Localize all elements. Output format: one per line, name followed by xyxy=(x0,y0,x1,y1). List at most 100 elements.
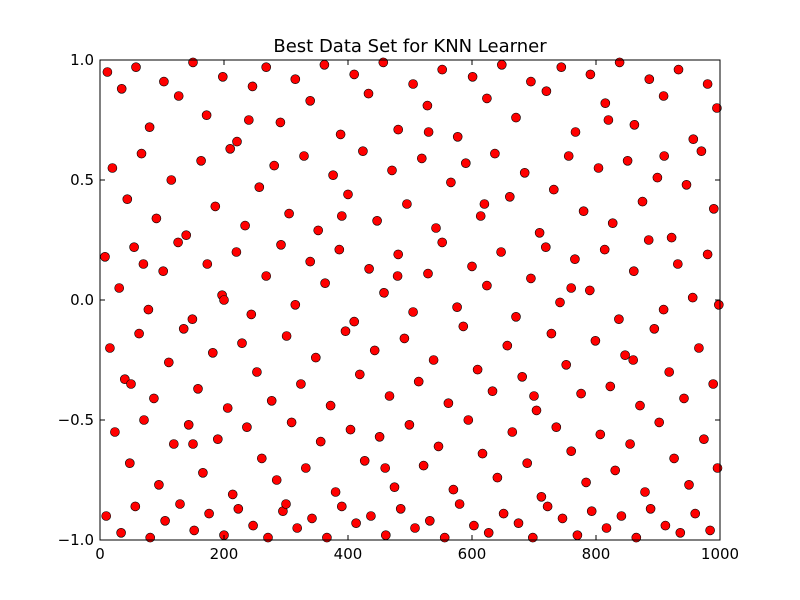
data-point xyxy=(513,518,524,529)
data-point xyxy=(599,244,610,255)
data-point xyxy=(570,127,581,137)
data-point xyxy=(713,299,724,310)
y-tick-label: −0.5 xyxy=(58,411,94,429)
data-point xyxy=(467,72,478,82)
data-point xyxy=(590,335,601,346)
data-point xyxy=(136,148,147,159)
data-point xyxy=(482,280,492,291)
data-point xyxy=(256,453,267,464)
data-point xyxy=(452,132,463,142)
data-point xyxy=(563,151,574,161)
data-point xyxy=(359,455,370,466)
data-point xyxy=(649,323,660,334)
x-tick-label: 200 xyxy=(210,545,239,563)
data-point xyxy=(154,479,164,490)
data-point xyxy=(126,379,136,389)
plot-area-frame xyxy=(99,59,721,541)
data-point xyxy=(292,523,303,533)
data-point xyxy=(687,292,698,303)
data-point xyxy=(340,326,351,337)
data-point xyxy=(439,532,450,543)
axis-ticks: 0 200 400 600 800 1000 −1.0 −0.5 0.0 0.5 1.0 xyxy=(58,51,740,563)
data-points xyxy=(100,57,724,543)
data-point xyxy=(578,206,589,216)
data-point xyxy=(699,434,709,445)
data-point xyxy=(637,196,648,207)
data-point xyxy=(423,127,434,137)
data-point xyxy=(271,475,282,485)
data-point xyxy=(261,271,272,281)
data-point xyxy=(498,508,509,519)
data-point xyxy=(616,511,627,521)
data-point xyxy=(252,367,262,377)
data-point xyxy=(363,88,374,99)
x-tick-label: 600 xyxy=(458,545,487,563)
data-point xyxy=(526,273,536,284)
data-point xyxy=(151,213,162,224)
data-point xyxy=(424,515,435,526)
x-tick-label: 400 xyxy=(334,545,363,563)
data-point xyxy=(548,184,559,195)
data-point xyxy=(139,415,149,425)
data-point xyxy=(467,261,477,272)
data-point xyxy=(144,122,155,132)
data-point xyxy=(422,100,433,111)
data-point xyxy=(469,520,479,531)
data-point xyxy=(134,328,144,339)
data-point xyxy=(131,62,141,72)
data-point xyxy=(281,499,291,509)
data-point xyxy=(652,172,663,183)
data-point xyxy=(625,439,635,449)
data-point xyxy=(169,439,179,449)
data-point xyxy=(433,441,444,452)
data-point xyxy=(614,314,624,325)
data-point xyxy=(628,355,639,365)
x-tick-label: 0 xyxy=(95,545,105,563)
data-point xyxy=(551,422,562,433)
data-point xyxy=(431,223,441,233)
data-point xyxy=(472,364,483,375)
data-point xyxy=(116,527,126,538)
data-point xyxy=(105,343,115,353)
data-point xyxy=(418,460,429,471)
data-point xyxy=(454,499,465,509)
data-point xyxy=(529,391,539,401)
data-point xyxy=(286,417,297,428)
data-point xyxy=(631,532,642,543)
data-point xyxy=(130,501,141,512)
data-point xyxy=(566,283,577,293)
data-point xyxy=(263,532,273,543)
data-point xyxy=(658,91,669,101)
data-point xyxy=(527,532,538,543)
data-point xyxy=(325,400,336,411)
data-point xyxy=(189,525,199,536)
data-point xyxy=(404,419,415,430)
data-point xyxy=(708,204,719,214)
data-point xyxy=(593,163,604,173)
data-point xyxy=(643,235,654,245)
data-point xyxy=(276,240,286,250)
data-point xyxy=(675,527,686,538)
data-point xyxy=(379,287,389,298)
data-point xyxy=(413,376,424,387)
data-point xyxy=(354,369,365,380)
data-point xyxy=(566,446,577,457)
data-point xyxy=(101,511,111,521)
data-point xyxy=(460,158,471,168)
data-point xyxy=(275,117,286,128)
data-point xyxy=(416,153,427,164)
data-point xyxy=(702,249,713,260)
data-point xyxy=(175,499,185,509)
data-point xyxy=(572,530,583,541)
data-point xyxy=(423,268,433,279)
data-point xyxy=(448,484,459,495)
data-point xyxy=(705,525,715,536)
data-point xyxy=(102,67,113,77)
data-point xyxy=(482,93,492,104)
data-point xyxy=(492,472,503,483)
data-point xyxy=(408,79,418,89)
data-point xyxy=(374,431,385,442)
data-point xyxy=(319,60,330,70)
y-tick-label: 0.0 xyxy=(70,291,94,309)
data-point xyxy=(305,96,316,106)
